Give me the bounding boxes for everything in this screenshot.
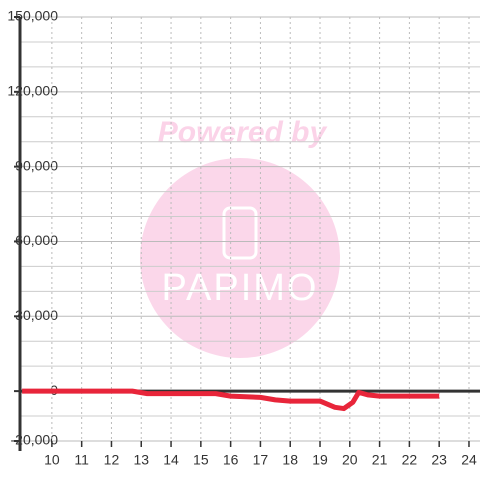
y-tick-label: 150,000 <box>7 8 58 24</box>
x-tick-label: 11 <box>74 452 89 468</box>
y-tick-label: -20,000 <box>11 432 59 448</box>
x-tick-label: 21 <box>372 452 388 468</box>
data-line <box>22 388 440 412</box>
x-tick-label: 18 <box>282 452 298 468</box>
x-tick-label: 10 <box>44 452 60 468</box>
x-tick-label: 17 <box>253 452 269 468</box>
x-tick-label: 12 <box>104 452 120 468</box>
x-tick-label: 20 <box>342 452 358 468</box>
watermark <box>140 158 340 358</box>
y-tick-label: 90,000 <box>15 157 58 173</box>
x-tick-label: 14 <box>163 452 179 468</box>
y-tick-label: 30,000 <box>15 307 58 323</box>
watermark-icon <box>222 206 258 260</box>
x-tick-label: 24 <box>461 452 477 468</box>
x-tick-label: 16 <box>223 452 239 468</box>
y-tick-label: 60,000 <box>15 232 58 248</box>
watermark-logo: PAPIMO <box>162 267 319 309</box>
x-tick-label: 19 <box>312 452 328 468</box>
watermark-text: Powered by <box>158 116 328 149</box>
x-tick-label: 13 <box>133 452 149 468</box>
x-tick-label: 15 <box>193 452 209 468</box>
y-tick-label: 120,000 <box>7 83 58 99</box>
x-tick-label: 22 <box>402 452 418 468</box>
x-tick-label: 23 <box>431 452 447 468</box>
